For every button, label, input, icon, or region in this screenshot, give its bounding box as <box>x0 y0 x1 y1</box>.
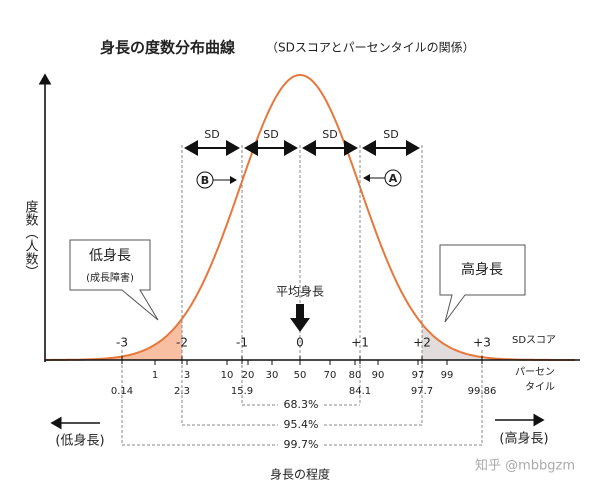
curve <box>45 74 575 361</box>
title: 身長の度数分布曲線 <box>100 39 235 57</box>
y-label: 度数（人数） <box>23 199 39 278</box>
percentile-label: 80 <box>349 370 362 381</box>
sd-label: -1 <box>236 336 248 350</box>
percentile-label: 99.86 <box>468 386 497 397</box>
percentile-label: 97.7 <box>411 386 433 397</box>
callout-tall <box>439 244 526 323</box>
marker-label: B <box>201 174 209 187</box>
sd-label: +2 <box>413 336 431 350</box>
subtitle: （SDスコアとパーセンタイルの関係） <box>266 41 475 55</box>
sd-axis-label: SDスコア <box>512 335 556 346</box>
percentile-axis-label: タイル <box>525 381 555 393</box>
percentile-label: 0.14 <box>111 386 133 397</box>
range-label: 99.7% <box>284 438 319 451</box>
curve-group <box>45 74 575 361</box>
percentile-label: 97 <box>412 370 425 381</box>
percentile-label: 84.1 <box>349 386 371 397</box>
right-tail <box>422 323 482 360</box>
range-label: 95.4% <box>284 418 319 431</box>
x-label: 身長の程度 <box>270 467 330 482</box>
percentile-label: 20 <box>242 370 255 381</box>
percentile-label: 15.9 <box>231 386 253 397</box>
right-label: (高身長) <box>499 431 548 447</box>
percentile-label: 70 <box>324 370 337 381</box>
percentile-label: 30 <box>266 370 279 381</box>
sd-label: +1 <box>351 336 369 350</box>
mean-label: 平均身長 <box>276 284 324 299</box>
sd-label: -2 <box>176 336 188 350</box>
percentile-label: 2.3 <box>174 386 190 397</box>
sd-label: -3 <box>116 336 128 350</box>
callout-title: 高身長 <box>461 261 503 278</box>
sd-bracket-label: SD <box>322 128 337 141</box>
percentile-label: 3 <box>184 370 190 381</box>
percentile-label: 50 <box>294 370 307 381</box>
percentile-axis-label: パーセン <box>515 366 555 378</box>
sd-bracket-label: SD <box>263 128 278 141</box>
percentile-label: 10 <box>221 370 234 381</box>
mean-arrow <box>290 304 310 332</box>
range-label: 68.3% <box>284 398 319 411</box>
percentile-label: 99 <box>441 370 454 381</box>
sd-label: +3 <box>473 336 491 350</box>
marker-label: A <box>389 172 398 185</box>
sd-bracket-label: SD <box>204 128 219 141</box>
percentile-label: 90 <box>372 370 385 381</box>
percentile-labels: 1 3 10 20 30 50 70 80 90 97 99 0.14 2.3 15.9 84.1 97.7 9… <box>111 360 496 397</box>
percentile-label: 1 <box>152 370 158 381</box>
left-label: (低身長) <box>55 433 104 449</box>
callout-short <box>69 239 159 321</box>
callout-note: (成長障害) <box>86 271 134 284</box>
sd-labels: -3 -2 -1 0 +1 +2 +3 <box>116 336 491 364</box>
sd-label: 0 <box>296 336 304 350</box>
callout-title: 低身長 <box>89 248 131 264</box>
watermark: 知乎 @mbbgzm <box>475 458 575 474</box>
sd-bracket-label: SD <box>383 128 398 141</box>
